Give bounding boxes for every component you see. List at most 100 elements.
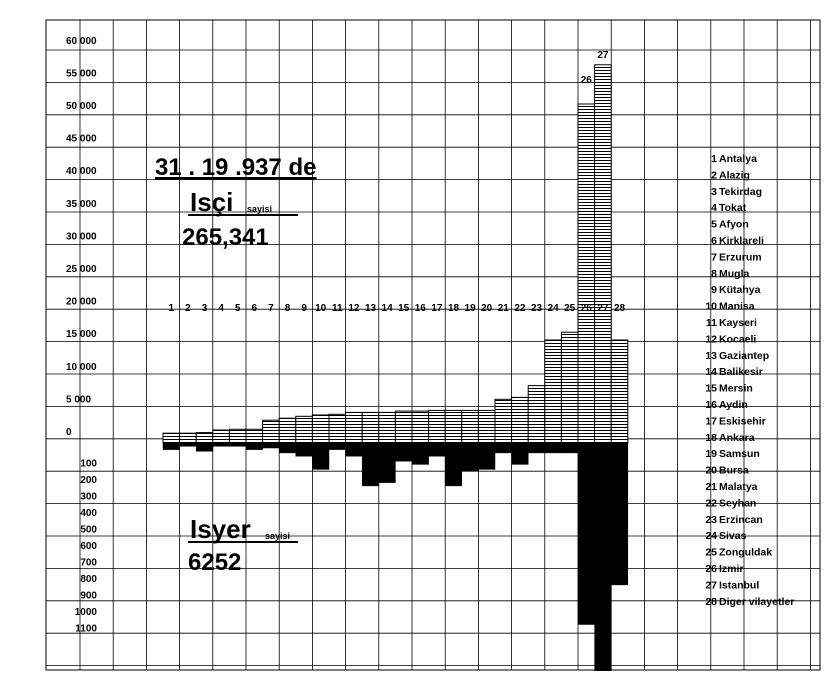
legend-number: 8 [711, 268, 717, 280]
category-label: 6 [252, 303, 258, 314]
legend-number: 5 [711, 219, 717, 231]
upper-bar-17 [428, 409, 446, 444]
category-label: 5 [235, 303, 241, 314]
category-label: 3 [202, 303, 208, 314]
legend-entry: Seyhan [719, 497, 756, 509]
category-label: 26 [581, 303, 593, 314]
upper-axis-ticks: 0 5 000 10 000 15 000 20 000 25 000 30 000 35 0… [66, 36, 97, 438]
lower-series-suffix: sayisi [265, 531, 290, 541]
legend-number: 15 [705, 383, 717, 395]
upper-tick-label: 10 000 [66, 362, 97, 373]
upper-bars [162, 64, 629, 444]
upper-bar-21 [494, 398, 513, 444]
upper-bar-18 [444, 409, 463, 444]
lower-bar-9 [295, 442, 313, 457]
legend-entry: Eskisehir [719, 415, 766, 427]
upper-bar-3 [195, 432, 214, 444]
legend-number: 21 [705, 481, 717, 493]
legend-entry: Tekirdag [719, 186, 762, 198]
lower-bar-16 [411, 442, 429, 465]
category-label: 8 [285, 303, 291, 314]
lower-bar-14 [378, 442, 396, 483]
lower-tick-label: 1100 [75, 624, 97, 635]
legend-number: 23 [705, 514, 717, 526]
legend-entry: Mugla [719, 268, 749, 280]
lower-bar-1 [162, 442, 180, 450]
lower-axis-ticks: 100 200 300 400 500 600 700 800 900 1000 1100 [75, 459, 98, 635]
upper-tick-label: 0 [66, 427, 72, 438]
category-label: 23 [531, 303, 543, 314]
upper-bar-12 [345, 411, 363, 444]
upper-bar-10 [311, 414, 330, 444]
lower-tick-label: 500 [80, 525, 97, 536]
bar-top-label: 27 [597, 50, 609, 61]
upper-bar-23 [527, 385, 546, 444]
legend-entry: Kocaeli [719, 333, 756, 345]
lower-bar-27 [594, 442, 612, 671]
lower-bar-18 [444, 442, 463, 487]
category-label: 10 [315, 303, 327, 314]
legend-entry: Manisa [719, 301, 755, 313]
upper-bar-7 [262, 419, 280, 444]
legend-number: 4 [711, 202, 717, 214]
upper-series-suffix: sayisi [247, 204, 272, 214]
upper-bar-1 [162, 432, 181, 444]
legend-entry: Zonguldak [719, 547, 772, 559]
category-label: 27 [597, 303, 609, 314]
category-label: 11 [332, 303, 343, 314]
legend-number: 17 [705, 415, 717, 427]
legend-number: 3 [711, 186, 717, 198]
category-label: 21 [498, 303, 510, 314]
legend-entry: Erzincan [719, 514, 763, 526]
category-label: 14 [382, 303, 394, 314]
lower-bar-7 [262, 442, 280, 449]
upper-bar-2 [179, 432, 197, 444]
legend-number: 24 [705, 530, 717, 542]
legend-entry: Ankara [719, 432, 755, 444]
lower-bar-26 [577, 442, 595, 625]
bar-top-label: 26 [581, 75, 593, 86]
legend-entry: Sivas [719, 530, 747, 542]
lower-bar-8 [278, 442, 297, 454]
legend-entry: Afyon [719, 219, 749, 231]
lower-bar-2 [179, 442, 197, 447]
lower-bar-12 [345, 442, 363, 457]
category-label: 7 [268, 303, 274, 314]
legend-entry: Gaziantep [719, 350, 769, 362]
legend-entry: Kütahya [719, 284, 761, 296]
legend-number: 13 [705, 350, 717, 362]
upper-bar-15 [394, 410, 413, 444]
upper-bar-25 [560, 331, 579, 444]
lower-bar-28 [610, 442, 629, 586]
chart-title: 31 . 19 .937 de [155, 154, 316, 181]
lower-tick-label: 200 [80, 475, 97, 486]
category-label: 9 [301, 303, 307, 314]
upper-tick-label: 45 000 [66, 134, 97, 145]
category-label: 17 [431, 303, 443, 314]
legend-number: 10 [705, 301, 717, 313]
legend-number: 18 [705, 432, 717, 444]
bar-top-labels: 26 27 [581, 50, 609, 86]
lower-bar-11 [328, 442, 346, 450]
legend-number: 1 [711, 153, 717, 165]
upper-bar-16 [411, 410, 430, 444]
upper-tick-label: 25 000 [66, 264, 97, 275]
grid [45, 19, 821, 671]
lower-bar-5 [229, 442, 247, 447]
legend-entry: Kirklareli [719, 235, 764, 247]
upper-tick-label: 50 000 [66, 101, 97, 112]
text-block-lower: Isyer sayisi 6252 [188, 514, 298, 576]
legend-entry: Balikesir [719, 366, 763, 378]
legend-entry: Aydin [719, 399, 748, 411]
upper-series-label: Isçi [190, 187, 233, 217]
legend-entry: Kayseri [719, 317, 757, 329]
category-label: 22 [514, 303, 526, 314]
upper-bar-5 [228, 428, 247, 444]
lower-tick-label: 1000 [75, 607, 98, 618]
lower-series-label: Isyer [190, 514, 251, 544]
lower-tick-label: 100 [80, 459, 97, 470]
category-label: 18 [448, 303, 460, 314]
legend-number: 20 [705, 465, 717, 477]
upper-bar-8 [278, 417, 297, 444]
upper-bar-26 [577, 103, 596, 444]
